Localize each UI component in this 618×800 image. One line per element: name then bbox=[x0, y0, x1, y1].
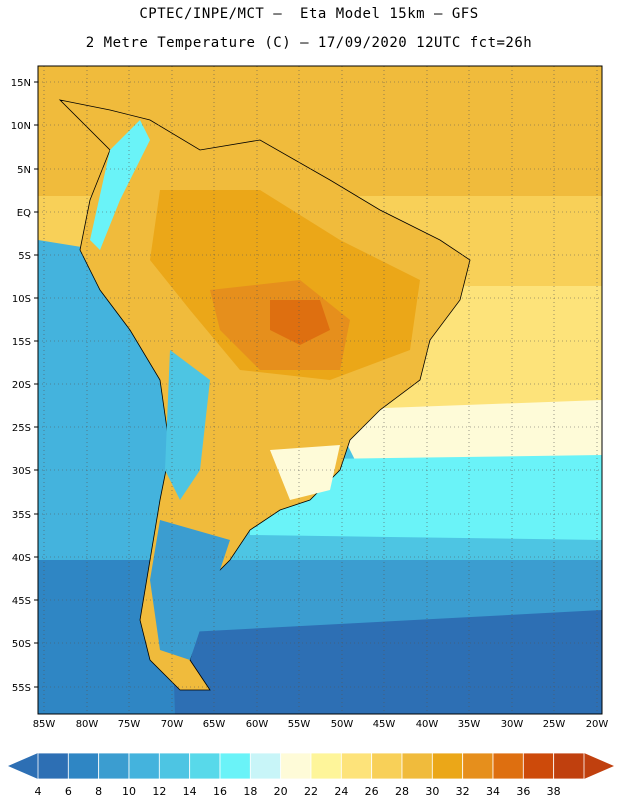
colorbar-label: 14 bbox=[183, 785, 197, 798]
colorbar-swatch bbox=[37, 752, 69, 780]
colorbar-label: 26 bbox=[365, 785, 379, 798]
colorbar-swatch bbox=[401, 752, 433, 780]
lat-label: 5N bbox=[17, 165, 31, 176]
pacific-cold-region bbox=[38, 560, 175, 714]
longitude-axis: 85W 80W 75W 70W 65W 60W 55W 50W 45W 40W … bbox=[33, 719, 609, 730]
lat-label: 25S bbox=[12, 423, 31, 434]
colorbar-label: 36 bbox=[516, 785, 530, 798]
colorbar-swatch bbox=[553, 752, 585, 780]
lon-label: 85W bbox=[33, 719, 56, 730]
colorbar-swatch bbox=[219, 752, 251, 780]
colorbar-right-arrow bbox=[584, 753, 614, 779]
colorbar-label: 10 bbox=[122, 785, 136, 798]
lat-label: 30S bbox=[12, 466, 31, 477]
mild-band bbox=[330, 400, 602, 470]
colorbar-swatch bbox=[522, 752, 555, 780]
colorbar-swatch bbox=[310, 752, 342, 780]
lon-label: 55W bbox=[288, 719, 311, 730]
lon-label: 45W bbox=[373, 719, 396, 730]
lon-label: 80W bbox=[76, 719, 99, 730]
colorbar-label: 24 bbox=[334, 785, 348, 798]
colorbar-swatch bbox=[249, 752, 282, 780]
latitude-axis: 15N 10N 5N EQ 5S 10S 15S 20S 25S 30S 35S… bbox=[11, 78, 31, 694]
colorbar-label: 32 bbox=[456, 785, 470, 798]
colorbar-swatch bbox=[128, 752, 160, 780]
colorbar-label: 16 bbox=[213, 785, 227, 798]
lat-label: 5S bbox=[18, 251, 31, 262]
lat-label: 10N bbox=[11, 121, 31, 132]
colorbar-swatch bbox=[492, 752, 524, 780]
lon-label: 35W bbox=[458, 719, 481, 730]
lat-label: 45S bbox=[12, 596, 31, 607]
colorbar-swatch bbox=[340, 752, 373, 780]
hottest-core-region bbox=[270, 300, 330, 345]
colorbar-swatch bbox=[158, 752, 191, 780]
latitude-ticks bbox=[34, 81, 38, 688]
lat-label: 35S bbox=[12, 510, 31, 521]
lon-label: 25W bbox=[543, 719, 566, 730]
lon-label: 20W bbox=[586, 719, 609, 730]
colorbar-label: 12 bbox=[152, 785, 166, 798]
colorbar-swatch bbox=[280, 752, 312, 780]
colorbar-label: 28 bbox=[395, 785, 409, 798]
colorbar-label: 8 bbox=[95, 785, 102, 798]
lat-label: EQ bbox=[17, 208, 31, 219]
colorbar-swatch bbox=[67, 752, 100, 780]
andes-north-cool bbox=[90, 120, 150, 250]
colorbar-swatch bbox=[98, 752, 130, 780]
colorbar-label: 20 bbox=[274, 785, 288, 798]
colorbar-label: 38 bbox=[547, 785, 561, 798]
temperature-colorbar: 4 6 8 10 12 14 16 18 20 22 24 26 28 30 32 34 36 38 bbox=[8, 752, 614, 798]
map-title-line-1: CPTEC/INPE/MCT – Eta Model 15km – GFS bbox=[139, 6, 479, 22]
lat-label: 40S bbox=[12, 553, 31, 564]
lon-label: 40W bbox=[416, 719, 439, 730]
colorbar-swatch bbox=[371, 752, 403, 780]
colorbar-left-arrow bbox=[8, 753, 38, 779]
map-frame bbox=[37, 65, 603, 715]
colorbar-label: 18 bbox=[243, 785, 257, 798]
colorbar-swatch bbox=[189, 752, 221, 780]
lon-label: 50W bbox=[331, 719, 354, 730]
colorbar-label: 22 bbox=[304, 785, 318, 798]
colorbar-swatch bbox=[431, 752, 464, 780]
graticule bbox=[38, 66, 602, 714]
lat-label: 50S bbox=[12, 639, 31, 650]
colorbar-swatch bbox=[462, 752, 494, 780]
cool-band bbox=[250, 455, 602, 540]
map-field bbox=[38, 66, 602, 714]
lat-label: 15N bbox=[11, 78, 31, 89]
lat-label: 55S bbox=[12, 683, 31, 694]
colorbar-label: 34 bbox=[486, 785, 500, 798]
lon-label: 30W bbox=[501, 719, 524, 730]
lon-label: 65W bbox=[203, 719, 226, 730]
lat-label: 20S bbox=[12, 380, 31, 391]
lon-label: 70W bbox=[161, 719, 184, 730]
lat-label: 10S bbox=[12, 294, 31, 305]
andes-central-cool bbox=[165, 350, 210, 500]
southern-mild-region bbox=[270, 445, 340, 500]
lon-label: 75W bbox=[118, 719, 141, 730]
patagonia-cold-region bbox=[150, 520, 230, 660]
colorbar-label: 6 bbox=[65, 785, 72, 798]
lon-label: 60W bbox=[246, 719, 269, 730]
colorbar-label: 4 bbox=[35, 785, 42, 798]
map-title-line-2: 2 Metre Temperature (C) – 17/09/2020 12U… bbox=[85, 35, 533, 51]
colorbar-label: 30 bbox=[425, 785, 439, 798]
lat-label: 15S bbox=[12, 337, 31, 348]
